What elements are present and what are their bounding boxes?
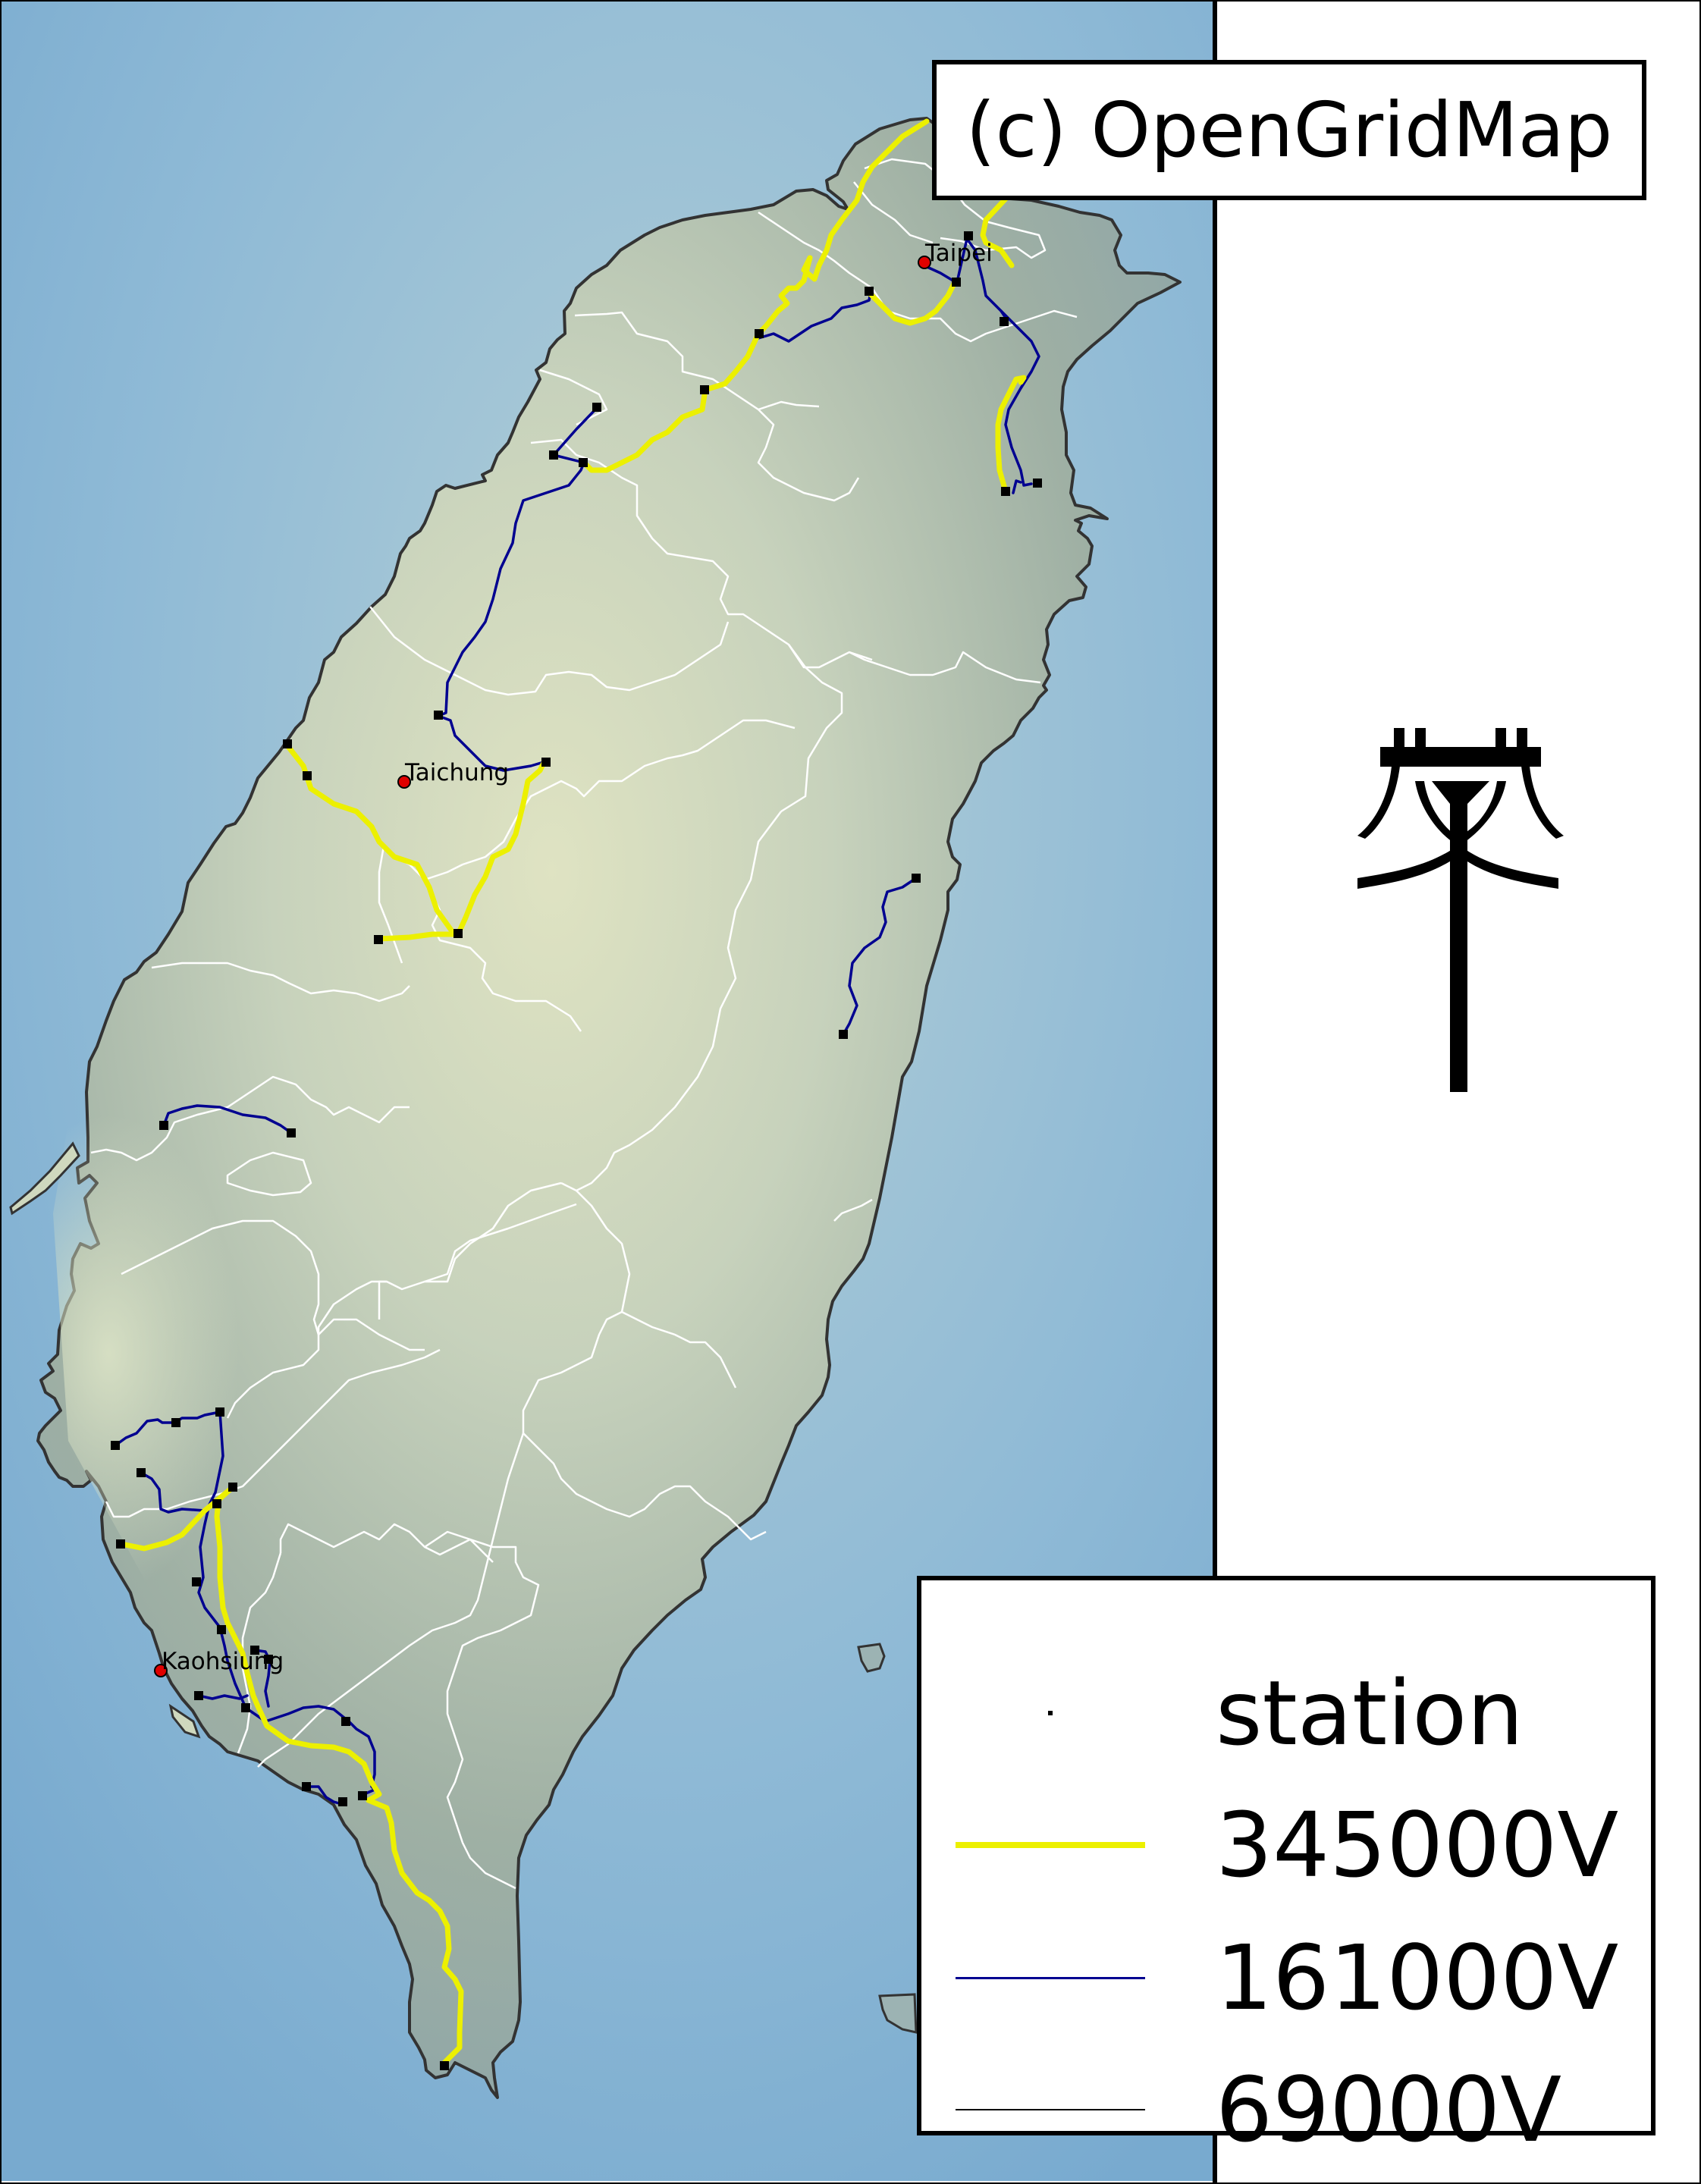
credit-text: (c) OpenGridMap: [965, 86, 1613, 174]
city-markers: [154, 256, 931, 1677]
legend-item-345kv: 345000V: [921, 1788, 1651, 1902]
island-orchid: [878, 1993, 918, 2034]
power-pylon-icon: [1357, 728, 1564, 1092]
legend: station 345000V 161000V 69000V: [917, 1576, 1655, 2154]
city-marker-taipei: [918, 256, 931, 269]
legend-label: station: [1216, 1661, 1524, 1765]
city-label-kaohsiung: Kaohsiung: [162, 1648, 284, 1675]
legend-label: 345000V: [1216, 1793, 1619, 1897]
station-dot-icon: [956, 1705, 1145, 1721]
taiwan-island: [36, 117, 1182, 2099]
yellow-line-icon: [956, 1837, 1145, 1853]
credit-box: (c) OpenGridMap: [932, 60, 1646, 200]
legend-label: 69000V: [1216, 2057, 1562, 2162]
legend-item-161kv: 161000V: [921, 1921, 1651, 2035]
legend-label: 161000V: [1216, 1925, 1619, 2030]
stations: [111, 231, 1042, 2070]
island-north: [168, 1703, 201, 1739]
black-line-icon: [956, 2102, 1145, 2117]
legend-item-station: station: [921, 1656, 1651, 1770]
island-penghu: [9, 1141, 80, 1216]
city-marker-taichung: [397, 775, 411, 789]
legend-item-69kv: 69000V: [921, 2053, 1651, 2167]
city-label-taipei: Taipei: [925, 240, 993, 267]
city-marker-kaohsiung: [154, 1664, 168, 1677]
city-label-taichung: Taichung: [405, 759, 510, 786]
blue-line-icon: [956, 1970, 1145, 1985]
island-green: [857, 1643, 886, 1673]
